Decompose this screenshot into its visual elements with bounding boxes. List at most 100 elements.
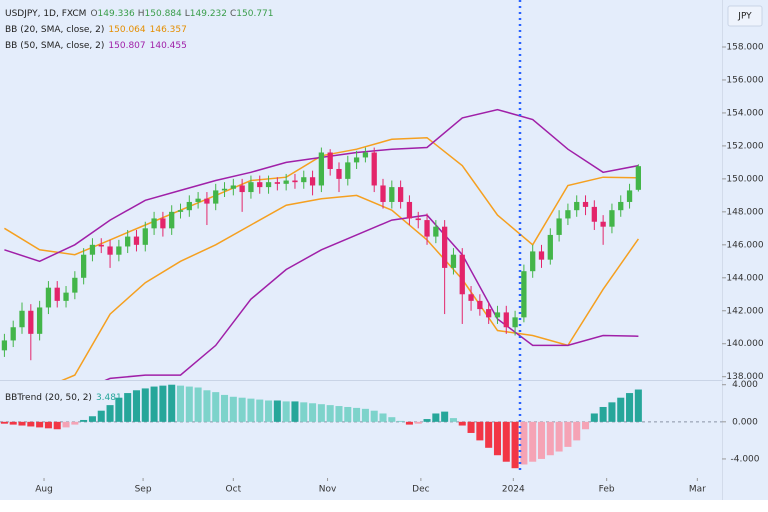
trend-bar — [511, 421, 519, 469]
trend-bar — [44, 421, 52, 429]
trend-bar — [335, 406, 343, 422]
candle-body — [591, 206, 597, 222]
y-tick-label: -4.000 — [730, 454, 759, 464]
candle-body — [89, 244, 96, 255]
trend-bar — [176, 385, 185, 422]
trend-bar — [608, 402, 616, 422]
candle-body — [353, 157, 360, 163]
x-tick-label: Aug — [35, 485, 53, 495]
candle-body — [415, 218, 421, 221]
candle-body — [116, 246, 122, 255]
bb20-name: BB (20, SMA, close, 2) — [5, 25, 104, 35]
candle-body — [424, 220, 430, 237]
ohlc-label: L — [185, 9, 190, 19]
bbtrend-name: BBTrend (20, 50, 2) — [5, 393, 92, 403]
candle-body — [582, 201, 589, 207]
bbtrend-value: 3.481 — [96, 393, 122, 403]
bb50-lower-value: 140.455 — [150, 41, 187, 51]
trend-bar — [71, 421, 79, 425]
trend-bar — [432, 413, 440, 422]
ohlc-label: C — [230, 9, 236, 19]
trend-bar — [555, 421, 563, 452]
y-tick-label: 138.000 — [726, 372, 763, 382]
ohlc-value: 150.884 — [145, 9, 182, 19]
candle-body — [107, 246, 113, 255]
trend-bar — [493, 421, 501, 456]
candle-body — [433, 226, 439, 237]
candle-body — [327, 152, 333, 169]
candle-body — [371, 152, 377, 186]
trend-bar — [520, 421, 528, 465]
candle-body — [459, 254, 465, 295]
trend-bar — [626, 393, 634, 422]
candle-body — [10, 327, 16, 341]
trend-bar — [326, 405, 334, 422]
candle-body — [345, 162, 351, 179]
trend-bar — [88, 416, 96, 422]
candle-body — [468, 294, 474, 301]
trend-bar — [309, 403, 317, 422]
trend-bar — [537, 421, 546, 459]
trend-bar — [546, 421, 554, 456]
trend-bar — [124, 393, 132, 422]
x-tick-label: Dec — [412, 485, 429, 495]
trend-bar — [0, 421, 8, 424]
trend-bar — [265, 400, 273, 422]
trend-bar — [502, 421, 510, 462]
trend-bar — [9, 421, 17, 425]
candle-body — [169, 211, 175, 229]
candle-body — [186, 201, 192, 211]
trend-bar — [573, 421, 581, 441]
bb20-lower-value: 146.357 — [150, 25, 187, 35]
candle-body — [318, 152, 325, 186]
trend-bar — [590, 413, 598, 422]
trend-bar — [300, 402, 308, 422]
symbol-title: USDJPY, 1D, FXCM — [5, 9, 86, 19]
candle-body — [283, 180, 289, 184]
ohlc-value: 150.771 — [236, 9, 273, 19]
candle-body — [133, 236, 140, 245]
candle-body — [574, 201, 580, 211]
indicator-pane — [0, 384, 722, 469]
trend-bar — [599, 406, 607, 422]
y-tick-label: 140.000 — [726, 339, 763, 349]
candle-body — [556, 218, 562, 235]
candle-body — [45, 287, 52, 308]
trend-bar — [467, 421, 475, 433]
trend-bar — [256, 399, 264, 422]
x-tick-label: Mar — [689, 485, 706, 495]
bb50-legend: BB (50, SMA, close, 2) 150.807 140.455 — [5, 41, 187, 51]
candle-body — [125, 236, 131, 247]
trend-bar — [273, 400, 281, 422]
trend-bar — [132, 390, 140, 422]
x-tick-label: 2024 — [502, 485, 525, 495]
ohlc-value: 149.232 — [190, 9, 227, 19]
y-tick-label: 152.000 — [726, 141, 763, 151]
trend-bar — [62, 421, 70, 428]
trend-bar — [53, 421, 61, 430]
trend-bar — [212, 392, 220, 422]
candle-body — [98, 244, 104, 247]
currency-box[interactable] — [727, 5, 763, 27]
candle-body — [530, 251, 536, 272]
candle-body — [151, 218, 157, 229]
band-line — [104, 214, 639, 380]
y-tick-label: 158.000 — [726, 42, 763, 52]
y-tick-label: 156.000 — [726, 75, 763, 85]
candle-body — [19, 310, 25, 328]
candle-body — [248, 182, 254, 193]
ohlc-value: 149.336 — [98, 9, 135, 19]
trend-bar — [388, 417, 396, 422]
candle-body — [626, 190, 633, 202]
trend-bar — [564, 421, 572, 447]
trend-bar — [353, 407, 361, 422]
candle-body — [609, 210, 615, 227]
candle-body — [503, 312, 509, 328]
bb20-legend: BB (20, SMA, close, 2) 150.064 146.357 — [5, 25, 187, 35]
y-tick-label: 148.000 — [726, 207, 763, 217]
candle-body — [309, 177, 316, 186]
candle-body — [362, 152, 369, 158]
trend-bar — [405, 421, 413, 425]
y-tick-label: 144.000 — [726, 273, 763, 283]
candle-body — [221, 188, 228, 191]
